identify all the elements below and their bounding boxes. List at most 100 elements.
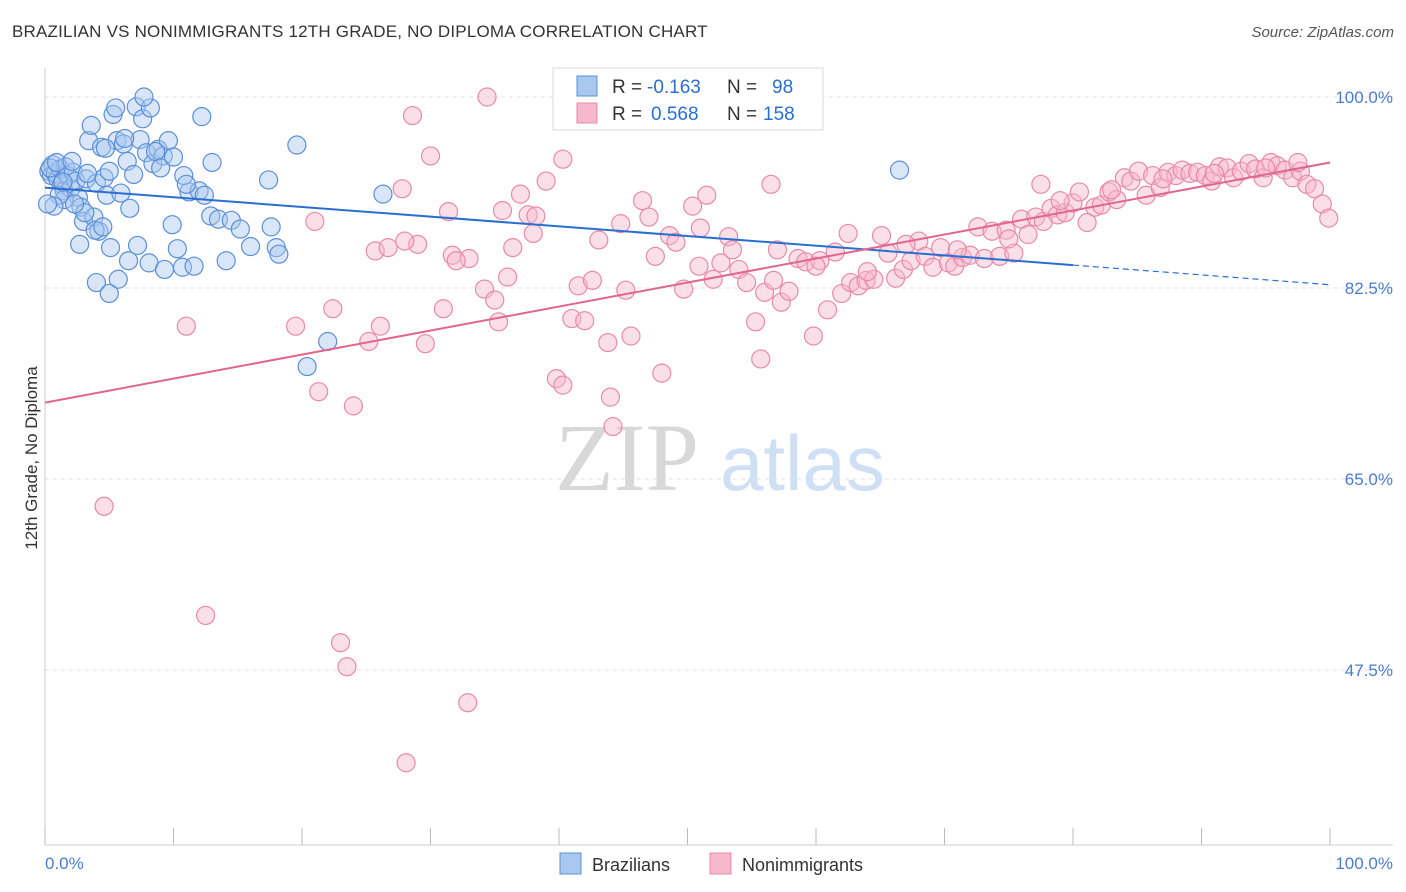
nonimmigrants-point (779, 281, 799, 301)
brazilians-point (154, 259, 175, 280)
brazilians-point (373, 184, 393, 204)
brazilians-point (120, 198, 140, 218)
nonimmigrants-point (1231, 161, 1251, 181)
brazilians-point (167, 239, 187, 259)
brazilians-point (99, 283, 119, 304)
brazilians-point (176, 174, 196, 194)
brazilians-point (100, 238, 121, 258)
brazilians-point (140, 98, 160, 118)
nonimmigrants-point (611, 214, 631, 234)
x-tick-label-0: 0.0% (45, 854, 84, 873)
nonimmigrants-point (817, 300, 838, 320)
nonimmigrants-point (1128, 161, 1149, 181)
nonimmigrants-point (689, 256, 709, 276)
nonimmigrants-point (616, 280, 636, 300)
nonimmigrants-points (94, 87, 1339, 773)
nonimmigrants-point (415, 334, 435, 354)
nonimmigrants-point (1153, 169, 1173, 189)
nonimmigrants-point (751, 349, 771, 369)
brazilians-point (151, 158, 171, 178)
nonimmigrants-point (737, 272, 757, 293)
brazilians-point (889, 160, 910, 180)
legend-n-label-1: N = (727, 77, 757, 98)
nonimmigrants-point (838, 223, 858, 244)
nonimmigrants-point (690, 218, 710, 238)
chart-title: BRAZILIAN VS NONIMMIGRANTS 12TH GRADE, N… (12, 22, 708, 41)
nonimmigrants-point (871, 226, 892, 246)
nonimmigrants-point (343, 396, 363, 416)
nonimmigrants-point (458, 693, 478, 713)
nonimmigrants-point (395, 231, 415, 251)
nonimmigrants-point (420, 146, 441, 166)
nonimmigrants-point (433, 299, 453, 319)
nonimmigrants-point (1077, 212, 1097, 233)
nonimmigrants-point (370, 316, 390, 336)
y-tick-label-2: 82.5% (1345, 279, 1393, 298)
brazilians-point (258, 170, 279, 190)
tick-labels: 47.5% 65.0% 82.5% 100.0% 0.0% 100.0% (45, 88, 1393, 873)
nonimmigrants-point (960, 245, 980, 265)
brazilians-point (126, 97, 146, 117)
nonimmigrants-point (711, 253, 731, 273)
nonimmigrants-point (1004, 243, 1024, 263)
nonimmigrants-point (722, 240, 743, 260)
brazilians-point (118, 251, 139, 271)
nonimmigrants-point (683, 196, 703, 216)
nonimmigrants-point (553, 149, 573, 169)
nonimmigrants-point (568, 276, 588, 296)
nonimmigrants-point (1101, 180, 1122, 200)
nonimmigrants-point (477, 87, 497, 107)
legend-n-label-2: N = (727, 104, 757, 125)
brazilians-point (81, 115, 101, 135)
y-tick-label-3: 100.0% (1335, 88, 1393, 107)
brazilians-point (46, 152, 67, 173)
brazilians-point (115, 128, 135, 149)
nonimmigrants-point (309, 382, 329, 402)
nonimmigrants-point (603, 417, 623, 437)
brazilians-trend-extension (1072, 264, 1331, 286)
nonimmigrants-point (1121, 171, 1141, 191)
brazilians-point (184, 256, 204, 276)
grid-lines (45, 96, 1393, 671)
brazilians-point (106, 98, 126, 118)
brazilians-point (287, 135, 307, 155)
nonimmigrants-point (510, 184, 531, 204)
nonimmigrants-point (1188, 162, 1208, 182)
nonimmigrants-point (196, 605, 216, 626)
nonimmigrants-point (523, 223, 543, 244)
legend-r-value-2: 0.568 (651, 104, 699, 125)
brazilians-point (133, 109, 153, 129)
nonimmigrants-point (857, 262, 878, 282)
brazilians-point (194, 185, 214, 205)
nonimmigrants-point (553, 375, 573, 395)
nonimmigrants-point (1050, 191, 1070, 211)
brazilians-point (97, 185, 117, 205)
nonimmigrants-point (323, 299, 343, 319)
nonimmigrants-point (1256, 158, 1276, 178)
nonimmigrants-point (305, 211, 325, 232)
nonimmigrants-point (1319, 208, 1339, 228)
nonimmigrants-point (803, 326, 824, 346)
bottom-legend-swatch-nonimmigrants (709, 852, 732, 875)
nonimmigrants-point (330, 633, 351, 653)
brazilians-point (269, 244, 289, 264)
brazilians-point (99, 161, 119, 181)
brazilians-trend-line (44, 186, 1074, 267)
legend-r-label-1: R = (612, 77, 642, 98)
bottom-legend-nonimmigrants: Nonimmigrants (742, 855, 863, 875)
brazilians-point (261, 217, 281, 237)
nonimmigrants-point (697, 185, 717, 205)
brazilians-point (93, 217, 113, 237)
nonimmigrants-point (1158, 162, 1178, 182)
y-tick-label-0: 47.5% (1345, 661, 1393, 680)
nonimmigrants-point (1180, 163, 1200, 183)
nonimmigrants-point (536, 171, 556, 191)
watermark-atlas: atlas (720, 419, 885, 507)
nonimmigrants-point (652, 363, 672, 383)
nonimmigrants-point (1217, 158, 1237, 178)
brazilians-point (85, 220, 105, 240)
nonimmigrants-point (489, 312, 509, 332)
brazilians-point (297, 356, 317, 377)
nonimmigrants-point (806, 256, 826, 276)
nonimmigrants-point (589, 230, 609, 250)
